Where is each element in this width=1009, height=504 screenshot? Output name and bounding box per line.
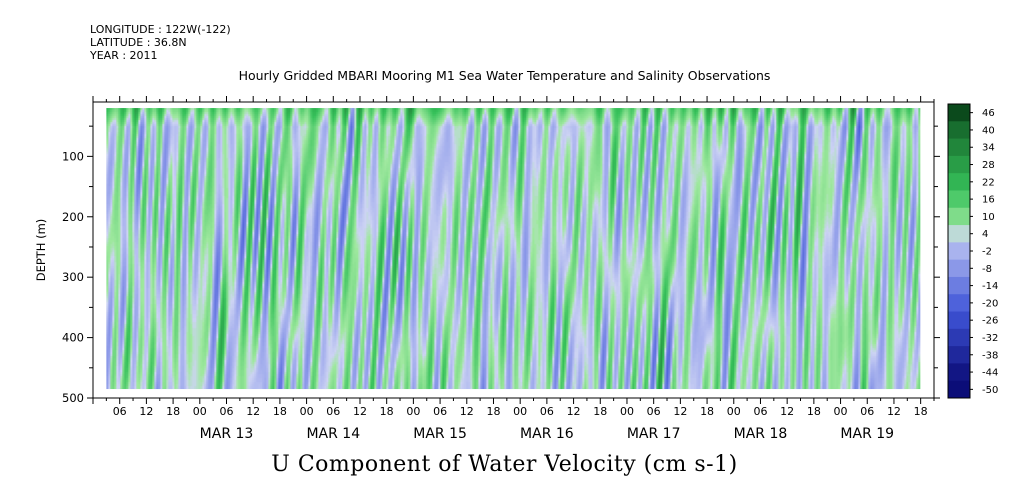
colorbar-swatch — [948, 242, 970, 261]
x-tick-label: 18 — [166, 405, 180, 418]
x-day-label: MAR 16 — [520, 426, 574, 442]
colorbar-label: 4 — [982, 229, 988, 240]
colorbar-label: 10 — [982, 212, 995, 223]
x-tick-label: 12 — [673, 405, 687, 418]
longitude-label: LONGITUDE : 122W(-122) — [90, 23, 231, 36]
x-tick-label: 06 — [326, 405, 340, 418]
colorbar-swatch — [948, 328, 970, 347]
colorbar-label: -20 — [982, 298, 998, 309]
colorbar-label: 46 — [982, 108, 995, 119]
x-tick-label: 06 — [113, 405, 127, 418]
variable-title: U Component of Water Velocity (cm s-1) — [271, 452, 738, 477]
colorbar-swatch — [948, 138, 970, 157]
plot-frame — [92, 101, 935, 399]
x-day-label: MAR 18 — [734, 426, 788, 442]
x-tick-marks — [92, 96, 935, 404]
colorbar-swatch — [948, 259, 970, 278]
colorbar-label: -2 — [982, 247, 992, 258]
colorbar-label: -14 — [982, 281, 998, 292]
colorbar-swatch — [948, 311, 970, 330]
x-tick-label: 06 — [753, 405, 767, 418]
x-tick-label: 12 — [353, 405, 367, 418]
y-axis-label: DEPTH (m) — [34, 219, 48, 282]
colorbar-swatch — [948, 225, 970, 243]
colorbar-label: 16 — [982, 195, 995, 206]
y-tick-label: 200 — [62, 210, 84, 224]
heatmap-field — [106, 108, 921, 390]
colorbar-swatch — [948, 294, 970, 313]
colorbar-label: -38 — [982, 350, 998, 361]
colorbar-swatch — [948, 190, 970, 209]
x-tick-label: 00 — [406, 405, 420, 418]
x-tick-label: 00 — [620, 405, 634, 418]
colorbar-label: -50 — [982, 385, 998, 396]
x-tick-label: 06 — [647, 405, 661, 418]
x-tick-label: 18 — [273, 405, 287, 418]
y-tick-marks — [87, 125, 940, 399]
x-tick-label: 12 — [780, 405, 794, 418]
x-tick-label: 06 — [540, 405, 554, 418]
x-tick-label: 18 — [700, 405, 714, 418]
x-tick-label: 12 — [887, 405, 901, 418]
x-day-label: MAR 15 — [413, 426, 467, 442]
x-tick-label: 00 — [300, 405, 314, 418]
colorbar-swatch — [948, 276, 970, 295]
colorbar-label: 28 — [982, 160, 995, 171]
x-tick-label: 18 — [486, 405, 500, 418]
x-day-label: MAR 13 — [200, 426, 254, 442]
colorbar-swatch — [948, 207, 970, 226]
colorbar-label: -32 — [982, 333, 998, 344]
colorbar-swatch — [948, 380, 970, 399]
y-tick-label: 400 — [62, 331, 84, 345]
colorbar-label: 34 — [982, 143, 995, 154]
x-day-label: MAR 14 — [306, 426, 360, 442]
x-tick-label: 06 — [433, 405, 447, 418]
y-tick-label: 500 — [62, 391, 84, 405]
colorbar-swatch — [948, 121, 970, 140]
colorbar-label: 40 — [982, 125, 995, 136]
x-tick-label: 00 — [834, 405, 848, 418]
x-tick-label: 06 — [860, 405, 874, 418]
colorbar-swatch — [948, 173, 970, 191]
x-tick-label: 18 — [380, 405, 394, 418]
y-tick-label: 300 — [62, 270, 84, 284]
x-tick-label: 00 — [727, 405, 741, 418]
x-tick-label: 00 — [193, 405, 207, 418]
colorbar-swatch — [948, 155, 970, 174]
x-tick-label: 18 — [593, 405, 607, 418]
y-tick-label: 100 — [62, 149, 84, 163]
x-tick-label: 12 — [246, 405, 260, 418]
x-day-label: MAR 19 — [840, 426, 894, 442]
plot-title: Hourly Gridded MBARI Mooring M1 Sea Wate… — [238, 68, 771, 83]
x-tick-label: 12 — [567, 405, 581, 418]
colorbar-swatch — [948, 104, 970, 122]
colorbar-label: -44 — [982, 368, 998, 379]
year-label: YEAR : 2011 — [90, 49, 158, 62]
colorbar-label: -8 — [982, 264, 992, 275]
x-tick-label: 18 — [914, 405, 928, 418]
colorbar-swatch — [948, 346, 970, 364]
colorbar-label: 22 — [982, 177, 995, 188]
x-tick-label: 12 — [460, 405, 474, 418]
x-day-label: MAR 17 — [627, 426, 681, 442]
colorbar-swatch — [948, 363, 970, 382]
x-tick-label: 00 — [513, 405, 527, 418]
x-tick-label: 12 — [139, 405, 153, 418]
x-tick-label: 18 — [807, 405, 821, 418]
latitude-label: LATITUDE : 36.8N — [90, 36, 187, 49]
x-tick-label: 06 — [219, 405, 233, 418]
colorbar-label: -26 — [982, 316, 998, 327]
